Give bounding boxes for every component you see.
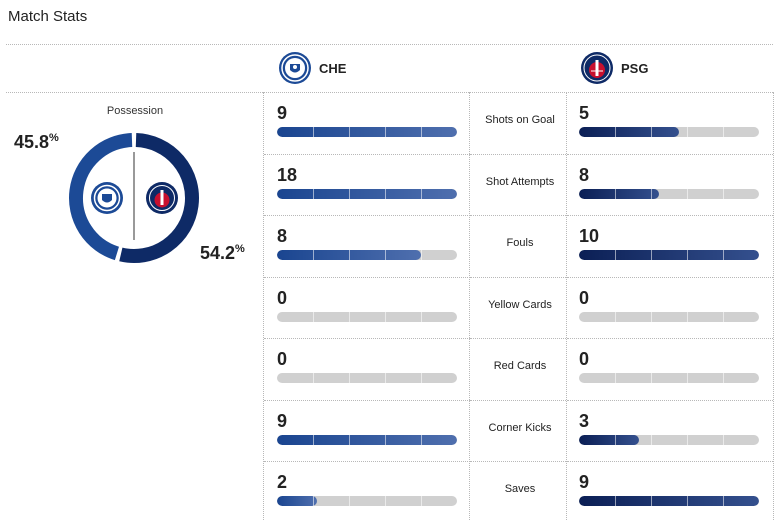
divider xyxy=(6,44,773,45)
stat-label: Yellow Cards xyxy=(488,298,552,311)
team-header-home: CHE xyxy=(278,51,346,85)
divider xyxy=(470,461,566,462)
divider xyxy=(6,92,773,93)
stat-row: 9 Corner Kicks 3 xyxy=(264,400,774,462)
stat-away-bar xyxy=(579,188,759,199)
divider xyxy=(263,92,264,520)
possession-donut xyxy=(69,133,199,263)
divider xyxy=(264,399,470,401)
divider xyxy=(567,153,773,155)
stat-home-value: 18 xyxy=(277,164,298,185)
stat-home-value: 0 xyxy=(277,349,288,369)
stat-home-bar-fill xyxy=(277,434,457,445)
stat-away-value: 0 xyxy=(579,349,590,369)
stat-home-value: 8 xyxy=(277,226,288,246)
divider xyxy=(264,153,470,155)
stat-row: 0 Yellow Cards 0 xyxy=(264,277,774,339)
stat-away-bar xyxy=(579,311,759,322)
stat-away-bar-fill xyxy=(579,188,659,199)
stat-home-bar xyxy=(277,496,457,506)
stat-label: Red Cards xyxy=(493,360,547,372)
stat-home-value: 9 xyxy=(277,410,288,431)
stat-home-bar xyxy=(277,250,457,260)
divider xyxy=(470,153,566,155)
stat-row: 8 Fouls 10 xyxy=(264,215,774,277)
stat-away-value: 9 xyxy=(579,472,590,492)
divider xyxy=(264,276,470,278)
divider xyxy=(567,215,773,216)
divider xyxy=(264,338,470,339)
stat-row: 2 Saves 9 xyxy=(264,461,774,523)
divider xyxy=(567,338,773,339)
stat-label: Shots on Goal xyxy=(485,114,555,126)
psg-crest-icon xyxy=(581,52,613,84)
stat-away-bar xyxy=(579,127,759,137)
divider xyxy=(470,338,566,339)
stat-away-value: 8 xyxy=(579,164,590,185)
stat-home-bar-fill xyxy=(277,127,457,137)
stat-home-bar xyxy=(277,311,457,322)
stat-away-value: 5 xyxy=(579,103,590,123)
psg-crest-icon xyxy=(146,182,178,214)
divider xyxy=(773,92,774,520)
divider xyxy=(567,399,773,401)
chelsea-crest-icon xyxy=(91,182,123,214)
stat-away-value: 10 xyxy=(579,226,600,246)
stat-away-bar-fill xyxy=(579,434,639,445)
stat-row: 0 Red Cards 0 xyxy=(264,338,774,400)
divider xyxy=(567,276,773,278)
stat-home-bar-fill xyxy=(277,188,457,199)
stat-row: 18 Shot Attempts 8 xyxy=(264,154,774,216)
possession-away-arc xyxy=(119,133,199,263)
possession-label: Possession xyxy=(106,105,164,117)
stat-away-bar-fill xyxy=(579,496,759,506)
stat-away-value: 0 xyxy=(579,287,590,308)
stat-home-bar xyxy=(277,434,457,445)
chelsea-crest-icon xyxy=(279,52,311,84)
divider xyxy=(470,399,566,401)
stat-home-bar xyxy=(277,373,457,383)
stat-label: Saves xyxy=(504,483,536,495)
divider xyxy=(264,215,470,216)
stat-away-bar xyxy=(579,434,759,445)
stat-home-value: 0 xyxy=(277,287,288,308)
stat-home-bar-fill xyxy=(277,496,317,506)
divider xyxy=(264,461,470,462)
team-abbr-home: CHE xyxy=(319,60,347,76)
divider xyxy=(469,92,470,520)
divider xyxy=(567,461,773,462)
page-title: Match Stats xyxy=(8,8,88,25)
possession-home-pct: 45.8% xyxy=(14,132,59,152)
stat-label: Shot Attempts xyxy=(485,175,555,188)
stat-away-bar-fill xyxy=(579,127,679,137)
possession-away-pct: 54.2% xyxy=(200,243,245,263)
stat-home-value: 2 xyxy=(277,472,288,492)
divider xyxy=(566,92,567,520)
team-header-away: PSG xyxy=(580,51,648,85)
stat-home-bar xyxy=(277,188,457,199)
stat-away-bar xyxy=(579,496,759,506)
stat-away-bar xyxy=(579,373,759,383)
stat-home-bar xyxy=(277,127,457,137)
divider xyxy=(470,276,566,278)
stat-away-bar xyxy=(579,250,759,260)
stat-away-value: 3 xyxy=(579,410,590,431)
stat-away-bar-fill xyxy=(579,250,759,260)
stat-home-value: 9 xyxy=(277,103,288,123)
possession-home-arc xyxy=(69,133,133,261)
divider xyxy=(470,215,566,216)
stat-label: Fouls xyxy=(506,237,534,249)
stat-row: 9 Shots on Goal 5 xyxy=(264,92,774,154)
stat-label: Corner Kicks xyxy=(488,421,552,434)
team-abbr-away: PSG xyxy=(621,60,649,76)
